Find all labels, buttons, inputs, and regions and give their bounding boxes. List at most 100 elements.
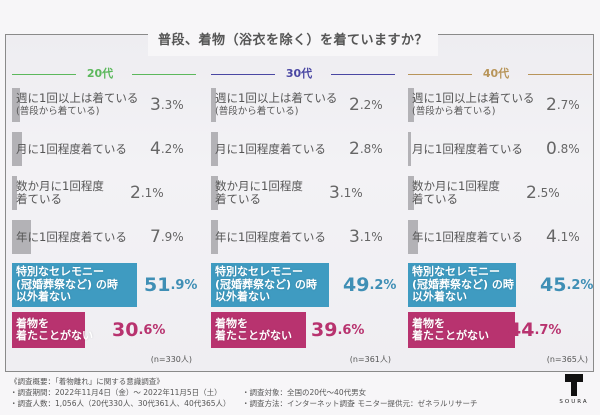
- bar-label: 特別なセレモニー (冠婚葬祭など) の時 以外着ない: [412, 265, 514, 304]
- bar-label: 週に1回以上は着ている (普段から着ている): [412, 91, 535, 118]
- sample-size-label: (n=365人): [546, 355, 588, 364]
- bar-label: 着物を 着たことがない: [412, 316, 489, 342]
- bar-gray: [12, 132, 23, 166]
- column-label: 20代: [86, 67, 114, 80]
- bar-value-label: 2.7%: [546, 95, 580, 115]
- column-header: 20代: [4, 66, 196, 82]
- bar-gray: [408, 132, 411, 166]
- survey-target: ・調査対象：全国の20代～40代男女: [242, 388, 367, 397]
- bar-row: 年に1回程度着ている 4.1%: [408, 220, 596, 254]
- survey-heading: 《調査概要：「着物離れ」に関する意識調査》: [10, 377, 164, 386]
- bar-row: 着物を 着たことがない 44.7%: [408, 312, 596, 348]
- bar-value-label: 51.9%: [144, 274, 198, 296]
- bar-blue: [408, 263, 517, 307]
- bar-blue: [12, 263, 137, 307]
- bar-gray: [12, 88, 20, 122]
- column-header: 40代: [400, 66, 592, 82]
- survey-period: ・調査期間：2022年11月4日（金）～ 2022年11月5日（土）: [10, 388, 222, 397]
- bar-label: 年に1回程度着ている: [412, 229, 523, 244]
- bar-value-label: 30.6%: [112, 319, 166, 341]
- bar-label: 月に1回程度着ている: [215, 141, 326, 156]
- bar-gray: [408, 176, 414, 210]
- bar-value-label: 4.1%: [546, 227, 580, 247]
- bar-value-label: 3.3%: [150, 95, 184, 115]
- bar-gray: [408, 88, 415, 122]
- survey-footer: 《調査概要：「着物離れ」に関する意識調査》 ・調査期間：2022年11月4日（金…: [10, 376, 550, 409]
- bar-gray: [408, 220, 418, 254]
- header-rule-right: [528, 74, 592, 75]
- header-rule-left: [211, 74, 275, 75]
- bar-row: 月に1回程度着ている 4.2%: [12, 132, 200, 166]
- survey-count: ・調査人数：1,056人（20代330人、30代361人、40代365人）: [10, 399, 231, 408]
- bar-label: 数か月に1回程度 着ている: [16, 179, 104, 206]
- bar-value-label: 45.2%: [540, 274, 594, 296]
- bar-value-label: 2.2%: [349, 95, 383, 115]
- bar-row: 週に1回以上は着ている (普段から着ている) 3.3%: [12, 88, 200, 122]
- bar-row: 特別なセレモニー (冠婚葬祭など) の時 以外着ない 49.2%: [211, 263, 399, 307]
- bar-value-label: 2.1%: [130, 183, 164, 203]
- bar-row: 数か月に1回程度 着ている 3.1%: [211, 176, 399, 210]
- bar-row: 月に1回程度着ている 2.8%: [211, 132, 399, 166]
- sample-size-label: (n=361人): [349, 355, 391, 364]
- bar-label: 着物を 着たことがない: [16, 316, 93, 342]
- bar-pink: [408, 312, 516, 348]
- bar-pink: [12, 312, 86, 348]
- bar-row: 特別なセレモニー (冠婚葬祭など) の時 以外着ない 51.9%: [12, 263, 200, 307]
- bar-row: 特別なセレモニー (冠婚葬祭など) の時 以外着ない 45.2%: [408, 263, 596, 307]
- bar-label: 月に1回程度着ている: [16, 141, 127, 156]
- bar-value-label: 3.1%: [349, 227, 383, 247]
- bar-blue: [211, 263, 330, 307]
- bar-value-label: 3.1%: [329, 183, 363, 203]
- soura-logo-text: SOURA: [559, 399, 589, 405]
- bar-label: 年に1回程度着ている: [16, 229, 127, 244]
- bar-label: 数か月に1回程度 着ている: [412, 179, 500, 206]
- soura-logo: SOURA: [559, 374, 589, 414]
- bar-row: 年に1回程度着ている 3.1%: [211, 220, 399, 254]
- bar-pink: [211, 312, 307, 348]
- chart-title: 普段、着物（浴衣を除く）を着ていますか？: [157, 33, 428, 48]
- sample-size-label: (n=330人): [150, 355, 192, 364]
- bar-label: 月に1回程度着ている: [412, 141, 523, 156]
- bar-row: 数か月に1回程度 着ている 2.1%: [12, 176, 200, 210]
- survey-method: ・調査方法：インターネット調査: [242, 399, 355, 408]
- bar-row: 着物を 着たことがない 39.6%: [211, 312, 399, 348]
- bar-label: 数か月に1回程度 着ている: [215, 179, 303, 206]
- chart-title-box: 普段、着物（浴衣を除く）を着ていますか？: [148, 26, 438, 56]
- header-rule-right: [132, 74, 196, 75]
- bar-label: 週に1回以上は着ている (普段から着ている): [16, 91, 139, 118]
- age-column-30代: 30代週に1回以上は着ている (普段から着ている) 2.2% 月に1回程度着ている 2.…: [203, 66, 396, 366]
- bar-value-label: 49.2%: [343, 274, 397, 296]
- bar-gray: [12, 220, 31, 254]
- header-rule-left: [408, 74, 472, 75]
- bar-gray: [211, 88, 217, 122]
- bar-value-label: 7.9%: [150, 227, 184, 247]
- bar-value-label: 4.2%: [150, 139, 184, 159]
- bar-gray: [211, 220, 219, 254]
- header-rule-left: [12, 74, 76, 75]
- age-column-20代: 20代週に1回以上は着ている (普段から着ている) 3.3% 月に1回程度着ている 4.…: [4, 66, 197, 366]
- bar-value-label: 0.8%: [546, 139, 580, 159]
- bar-value-label: 2.5%: [526, 183, 560, 203]
- bar-value-label: 44.7%: [508, 319, 562, 341]
- bar-row: 月に1回程度着ている 0.8%: [408, 132, 596, 166]
- column-label: 30代: [285, 67, 313, 80]
- bar-row: 年に1回程度着ている 7.9%: [12, 220, 200, 254]
- bar-gray: [12, 176, 18, 210]
- bar-label: 特別なセレモニー (冠婚葬祭など) の時 以外着ない: [16, 265, 118, 304]
- bar-value-label: 39.6%: [311, 319, 365, 341]
- bar-label: 着物を 着たことがない: [215, 316, 292, 342]
- bar-label: 週に1回以上は着ている (普段から着ている): [215, 91, 338, 118]
- bar-value-label: 2.8%: [349, 139, 383, 159]
- age-column-40代: 40代週に1回以上は着ている (普段から着ている) 2.7% 月に1回程度着ている 0.…: [400, 66, 593, 366]
- header-rule-right: [331, 74, 395, 75]
- survey-monitor: ・モニター提供元：ゼネラルリサーチ: [350, 399, 478, 408]
- bar-gray: [211, 132, 218, 166]
- column-header: 30代: [203, 66, 395, 82]
- soura-logo-icon: [565, 374, 583, 396]
- bar-gray: [211, 176, 219, 210]
- bar-label: 年に1回程度着ている: [215, 229, 326, 244]
- bar-row: 着物を 着たことがない 30.6%: [12, 312, 200, 348]
- bar-row: 週に1回以上は着ている (普段から着ている) 2.7%: [408, 88, 596, 122]
- column-label: 40代: [482, 67, 510, 80]
- bar-row: 数か月に1回程度 着ている 2.5%: [408, 176, 596, 210]
